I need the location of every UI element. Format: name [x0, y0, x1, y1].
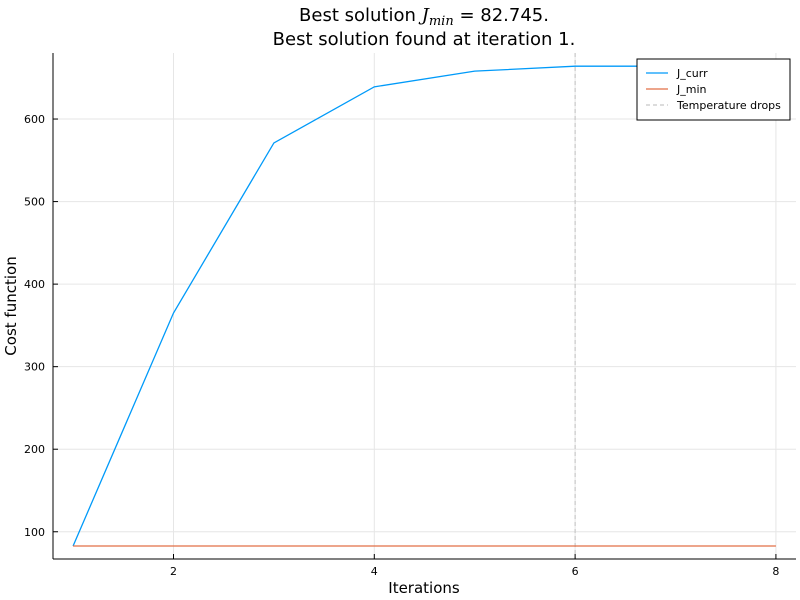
title-math-subscript: min	[429, 14, 454, 29]
legend-label-j-min: J_min	[676, 83, 707, 96]
legend-label-temperature-drops: Temperature drops	[676, 99, 781, 112]
y-tick-label: 300	[24, 361, 45, 374]
y-tick-label: 400	[24, 278, 45, 291]
y-tick-label: 100	[24, 526, 45, 539]
y-tick-label: 200	[24, 443, 45, 456]
x-tick-label: 2	[170, 565, 177, 578]
x-tick-label: 6	[572, 565, 579, 578]
title-suffix: = 82.745.	[454, 5, 549, 26]
x-tick-label: 8	[772, 565, 779, 578]
series-layer	[72, 65, 776, 547]
legend-label-j-curr: J_curr	[676, 67, 708, 80]
tick-layer: 2 4 6 8 100 200 300 400 500 600	[24, 113, 779, 578]
y-tick-label: 500	[24, 196, 45, 209]
grid-layer	[53, 53, 796, 559]
series-line-j-curr	[72, 65, 776, 547]
y-tick-label: 600	[24, 113, 45, 126]
legend: J_curr J_min Temperature drops	[636, 58, 791, 121]
x-axis-label: Iterations	[388, 579, 460, 597]
title-prefix: Best solution	[299, 5, 422, 26]
chart-title-line2: Best solution found at iteration 1.	[273, 29, 576, 50]
y-axis-label: Cost function	[2, 256, 20, 355]
chart-title-line1: Best solution Jmin = 82.745.	[299, 5, 549, 29]
x-tick-label: 4	[371, 565, 378, 578]
title-math-symbol: J	[418, 5, 431, 26]
